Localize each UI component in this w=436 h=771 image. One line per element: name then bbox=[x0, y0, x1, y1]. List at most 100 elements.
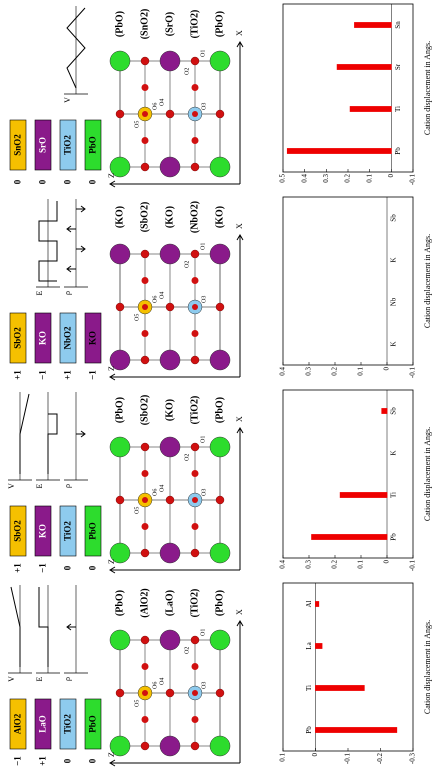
a-site-atom bbox=[159, 436, 181, 458]
oxygen-atom bbox=[140, 442, 150, 452]
profile bbox=[19, 393, 30, 474]
x-tick-label: Sr bbox=[394, 63, 402, 70]
layer-label: (PbO) bbox=[114, 11, 125, 37]
y-tick-label: 0.4 bbox=[279, 560, 287, 569]
layer-block bbox=[84, 698, 102, 750]
layer-charge: 0 bbox=[63, 179, 73, 184]
layer-label: (NbO2) bbox=[189, 201, 200, 233]
layer-name: LaO bbox=[38, 715, 48, 733]
plot-label: E bbox=[35, 290, 44, 295]
layer-charge: 0 bbox=[88, 179, 98, 184]
bar bbox=[315, 685, 365, 691]
atom-label: O2 bbox=[184, 454, 190, 461]
a-site-atom bbox=[109, 156, 131, 178]
oxygen-atom bbox=[165, 495, 175, 505]
profile bbox=[47, 413, 58, 474]
x-tick-label: Sb bbox=[390, 407, 398, 415]
layer-label: (SnO2) bbox=[139, 9, 150, 40]
a-site-atom bbox=[159, 629, 181, 651]
layer-block bbox=[9, 698, 27, 750]
oxygen-atom bbox=[140, 162, 150, 172]
arrow-head bbox=[236, 620, 244, 627]
oxygen-atom bbox=[140, 548, 150, 558]
layer-charge: 0 bbox=[38, 179, 48, 184]
oxygen-atom bbox=[191, 277, 199, 284]
layer-charge: 0 bbox=[63, 758, 73, 763]
a-site-atom bbox=[209, 542, 231, 564]
oxygen-atom bbox=[191, 523, 199, 530]
bar bbox=[349, 106, 392, 112]
bar bbox=[315, 643, 323, 649]
layer-block bbox=[34, 698, 52, 750]
chart-frame bbox=[282, 196, 414, 366]
y-axis-label: Cation displacement in Angs. bbox=[423, 427, 432, 521]
layer-label: (KO) bbox=[164, 399, 175, 421]
layer-label: (TiO2) bbox=[189, 396, 200, 425]
a-site-atom bbox=[209, 243, 231, 265]
oxygen-atom bbox=[190, 56, 200, 66]
layer-block bbox=[9, 119, 27, 171]
oxygen-atom bbox=[142, 497, 148, 503]
oxygen-atom bbox=[190, 162, 200, 172]
y-tick-label: -0.3 bbox=[409, 753, 417, 765]
x-tick-label: K bbox=[390, 257, 398, 262]
layer-name: SrO bbox=[38, 137, 48, 153]
oxygen-atom bbox=[165, 688, 175, 698]
bar bbox=[339, 492, 388, 498]
arrow-head bbox=[66, 225, 72, 233]
layer-label: (TiO2) bbox=[189, 10, 200, 39]
layer-label: (KO) bbox=[164, 206, 175, 228]
x-tick-label: Al bbox=[305, 600, 313, 607]
a-site-atom bbox=[209, 735, 231, 757]
layer-name: TiO2 bbox=[63, 714, 73, 734]
layer-label: (LaO) bbox=[164, 590, 175, 616]
layer-name: SbO2 bbox=[13, 520, 23, 542]
atom-label: O4 bbox=[159, 678, 165, 685]
a-site-atom bbox=[159, 243, 181, 265]
axis-name: X bbox=[235, 609, 244, 615]
atom-label: O6 bbox=[152, 103, 158, 110]
layer-block bbox=[84, 505, 102, 557]
arrow-head bbox=[109, 373, 116, 381]
layer-label: (PbO) bbox=[214, 590, 225, 616]
bar bbox=[311, 534, 388, 540]
oxygen-atom bbox=[115, 302, 125, 312]
oxygen-atom bbox=[165, 109, 175, 119]
atom-label: O2 bbox=[184, 68, 190, 75]
layer-label: (PbO) bbox=[114, 397, 125, 423]
axis-name: X bbox=[235, 223, 244, 229]
layer-block bbox=[34, 312, 52, 364]
atom-label: O4 bbox=[159, 485, 165, 492]
plot-label: V bbox=[63, 97, 72, 103]
arrow-head bbox=[80, 205, 86, 213]
layer-name: PbO bbox=[88, 136, 98, 154]
plot-label: E bbox=[35, 676, 44, 681]
x-tick-label: Nb bbox=[390, 297, 398, 306]
a-site-atom bbox=[159, 156, 181, 178]
oxygen-atom bbox=[190, 635, 200, 645]
y-tick-label: -0.2 bbox=[376, 753, 384, 765]
oxygen-atom bbox=[190, 355, 200, 365]
atom-label: O4 bbox=[159, 99, 165, 106]
x-tick-label: Pb bbox=[305, 726, 313, 734]
y-tick-label: 0.1 bbox=[357, 367, 365, 376]
layer-name: SbO2 bbox=[13, 327, 23, 349]
layer-charge: 0 bbox=[63, 565, 73, 570]
layer-label: (SbO2) bbox=[139, 395, 150, 426]
layer-charge: −1 bbox=[88, 370, 98, 380]
atom-label: O2 bbox=[184, 647, 190, 654]
x-tick-label: K bbox=[390, 450, 398, 455]
bar bbox=[354, 22, 392, 28]
x-tick-label: Pb bbox=[394, 147, 402, 155]
arrow-head bbox=[236, 234, 244, 241]
layer-label: (KO) bbox=[114, 206, 125, 228]
oxygen-atom bbox=[142, 690, 148, 696]
bar bbox=[315, 601, 320, 607]
y-tick-label: 0.4 bbox=[300, 174, 308, 183]
layer-name: PbO bbox=[88, 715, 98, 733]
x-tick-label: La bbox=[305, 641, 313, 649]
oxygen-atom bbox=[191, 663, 199, 670]
bar bbox=[381, 408, 388, 414]
